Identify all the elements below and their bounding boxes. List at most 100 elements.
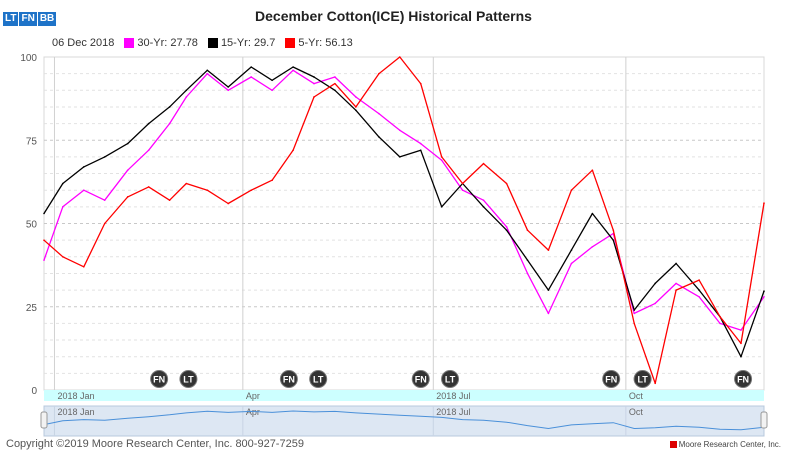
data-point (185, 96, 188, 98)
brand-credit[interactable]: Moore Research Center, Inc. (669, 440, 781, 449)
data-point (103, 222, 106, 225)
lt-toggle-button[interactable]: LT (3, 12, 19, 26)
data-point (675, 289, 677, 291)
x-axis-band: 2018 Jan Apr 2018 Jul Oct (44, 390, 764, 401)
navigator-window (43, 405, 765, 437)
event-marker-lt (633, 370, 652, 388)
data-point (206, 72, 209, 75)
event-markers: FN LT FN LT FN LT FN LT FN (150, 370, 753, 388)
data-point (313, 96, 315, 98)
data-point (168, 199, 171, 201)
data-point (399, 129, 401, 132)
data-point (440, 159, 443, 162)
data-point (654, 382, 656, 385)
event-marker-label: LT (637, 375, 648, 385)
legend-label-5yr: 5-Yr: 56.13 (298, 37, 353, 49)
data-point (633, 309, 636, 311)
data-point (763, 295, 765, 298)
legend-item-30yr[interactable]: 30-Yr: 27.78 (124, 37, 198, 49)
data-point (633, 322, 636, 325)
x-tick-label: 2018 Jul (436, 391, 470, 401)
data-point (378, 136, 380, 138)
navigator-label: 2018 Jul (436, 407, 470, 417)
data-point (419, 149, 422, 152)
data-point (378, 72, 380, 75)
data-point (482, 199, 485, 201)
data-point (698, 289, 700, 291)
event-marker-fn (734, 370, 753, 388)
data-point (633, 312, 636, 315)
data-point (82, 166, 85, 168)
data-point (227, 202, 229, 205)
event-marker-lt (441, 370, 460, 388)
data-point (440, 156, 443, 158)
copyright-text: Copyright ©2019 Moore Research Center, I… (6, 438, 304, 450)
data-point (675, 282, 677, 285)
bb-toggle-button[interactable]: BB (37, 12, 57, 26)
data-point (292, 66, 294, 68)
chart-toolbar: LT FN BB (3, 12, 57, 26)
event-marker-label: FN (737, 375, 749, 385)
legend-swatch-5yr (285, 38, 296, 48)
fn-toggle-button[interactable]: FN (19, 12, 37, 26)
brand-logo-icon (669, 441, 677, 448)
navigator[interactable]: 2018 Jan Apr 2018 Jul Oct (40, 405, 768, 437)
data-point (763, 290, 765, 292)
legend-label-30yr: 30-Yr: 27.78 (137, 37, 198, 49)
navigator-label: Oct (629, 407, 644, 417)
data-point (526, 229, 529, 231)
data-point (82, 265, 85, 268)
navigator-label: 2018 Jan (57, 407, 94, 417)
navigator-series-line (43, 410, 765, 431)
data-point (399, 156, 401, 158)
data-point (334, 89, 336, 92)
y-tick-label: 50 (26, 220, 38, 231)
y-tick-label: 0 (31, 386, 37, 397)
legend-swatch-15yr (207, 38, 218, 48)
data-point (250, 76, 253, 78)
data-point (482, 206, 485, 208)
event-marker-fn (411, 370, 430, 388)
data-point (719, 315, 721, 318)
brand-name: Moore Research Center, Inc. (678, 440, 781, 449)
data-point (763, 202, 765, 204)
data-point (419, 82, 422, 85)
legend-item-5yr[interactable]: 5-Yr: 56.13 (285, 37, 353, 49)
series-line-30-yr (43, 69, 765, 331)
data-point (570, 189, 573, 191)
navigator-handle-left (40, 411, 48, 429)
data-point (126, 169, 129, 172)
series-lines (43, 56, 765, 385)
data-point (185, 182, 188, 185)
event-marker-label: FN (415, 375, 427, 385)
data-point (461, 189, 464, 191)
data-point (43, 239, 45, 241)
event-marker-lt (309, 370, 328, 388)
data-point (206, 69, 209, 72)
data-point (526, 272, 529, 275)
data-point (591, 169, 594, 172)
event-marker-label: LT (313, 375, 324, 385)
data-point (570, 249, 573, 251)
x-axis-band-bg (44, 390, 764, 401)
data-point (292, 69, 294, 72)
data-point (250, 189, 253, 191)
data-point (43, 259, 45, 261)
data-point (147, 122, 150, 125)
event-marker-label: FN (605, 375, 617, 385)
data-point (378, 112, 380, 115)
data-point (271, 79, 273, 82)
data-point (334, 82, 336, 85)
legend-item-15yr[interactable]: 15-Yr: 29.7 (207, 37, 276, 49)
data-point (227, 86, 229, 88)
data-point (103, 199, 106, 201)
data-point (570, 262, 573, 265)
series-line-15-yr (43, 66, 765, 358)
event-marker-fn (150, 370, 169, 388)
data-point (547, 249, 550, 251)
data-point (82, 189, 85, 191)
data-point (206, 189, 209, 191)
data-point (355, 96, 357, 98)
legend-label-15yr: 15-Yr: 29.7 (220, 37, 276, 49)
data-point (103, 156, 106, 158)
